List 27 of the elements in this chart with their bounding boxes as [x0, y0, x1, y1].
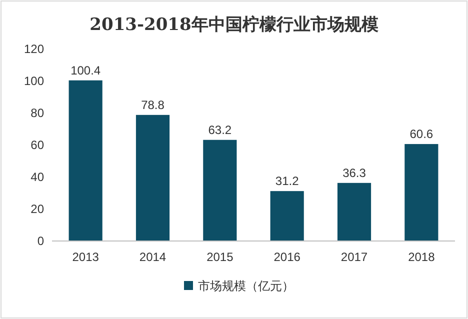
chart-title: 2013-2018年中国柠檬行业市场规模: [90, 15, 378, 35]
data-label: 31.2: [275, 174, 300, 188]
y-tick-label: 80: [30, 106, 44, 120]
data-label: 78.8: [141, 98, 165, 112]
bar: [404, 144, 438, 241]
x-tick-label: 2017: [340, 250, 368, 264]
x-tick-label: 2014: [139, 250, 166, 264]
x-tick-label: 2016: [274, 250, 301, 264]
data-label: 36.3: [342, 166, 366, 180]
bar: [136, 114, 170, 241]
y-tick-label: 0: [37, 234, 44, 248]
y-tick-label: 120: [24, 42, 44, 56]
bar: [203, 140, 237, 241]
y-tick-label: 20: [30, 202, 44, 216]
y-tick-label: 60: [30, 138, 44, 152]
x-tick-label: 2018: [408, 250, 436, 264]
y-tick-label: 100: [24, 74, 44, 88]
legend-label: 市场规模（亿元）: [198, 279, 294, 293]
x-tick-label: 2013: [72, 250, 100, 264]
y-tick-label: 40: [30, 170, 44, 184]
bar: [68, 80, 102, 241]
bar: [337, 182, 372, 241]
x-tick-label: 2015: [206, 250, 234, 264]
bar: [270, 191, 304, 241]
data-label: 60.6: [410, 127, 434, 142]
data-label: 100.4: [70, 63, 101, 78]
data-label: 63.2: [208, 122, 232, 137]
